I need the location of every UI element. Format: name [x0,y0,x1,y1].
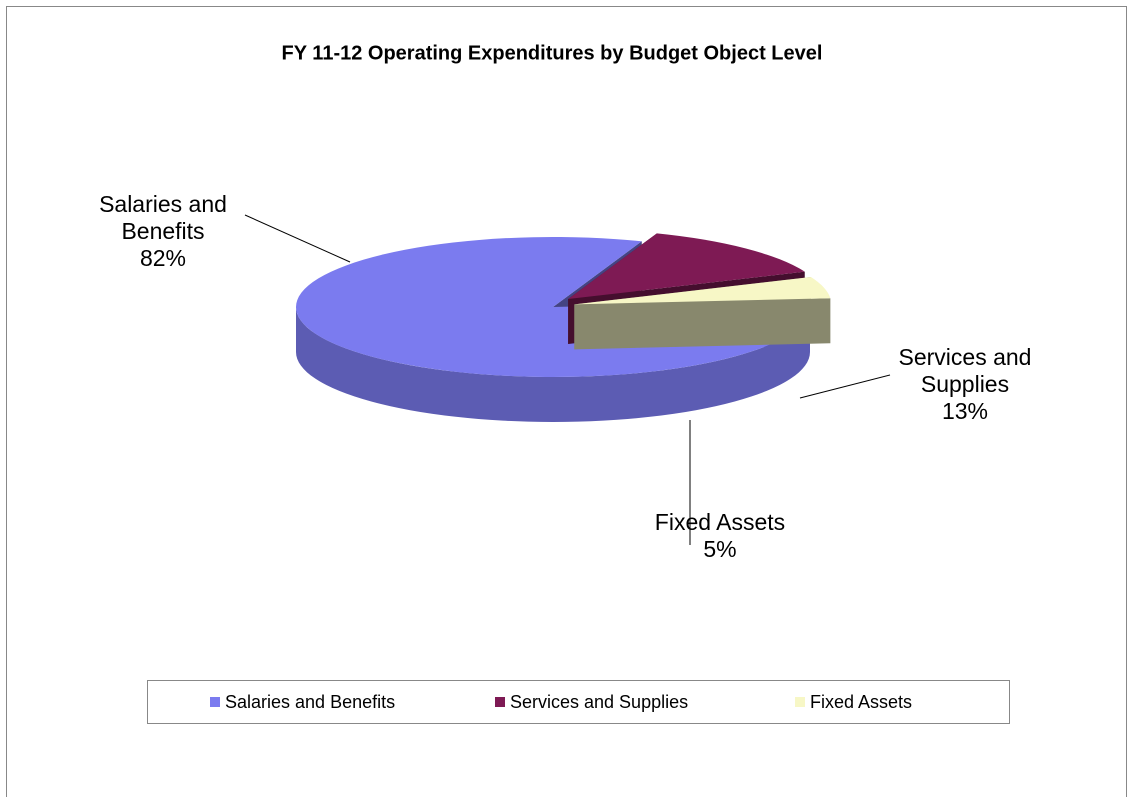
slice-radial-face [574,298,831,350]
legend-swatch [210,697,220,707]
data-label-name: Salaries and Benefits [99,191,227,244]
data-label-value: 82% [139,245,187,271]
data-label: Fixed Assets 5% [610,509,830,563]
legend-swatch [495,697,505,707]
slice [574,276,831,350]
data-label-name: Services and Supplies [898,344,1032,397]
legend-label: Fixed Assets [810,692,912,712]
leader-line [799,374,891,399]
slice [574,276,831,305]
data-label: Salaries and Benefits 82% [78,191,248,272]
legend-swatch [795,697,805,707]
slice [568,233,805,300]
data-label-name: Fixed Assets [654,509,786,535]
leader-line [244,214,351,263]
slice-side [296,307,810,422]
legend-label: Salaries and Benefits [225,692,395,712]
legend-box [147,680,1010,724]
legend-label: Services and Supplies [510,692,688,712]
data-label-value: 13% [941,398,989,424]
data-label: Services and Supplies 13% [880,344,1050,425]
chart-title: FY 11-12 Operating Expenditures by Budge… [282,42,823,64]
data-label-value: 5% [703,536,737,562]
